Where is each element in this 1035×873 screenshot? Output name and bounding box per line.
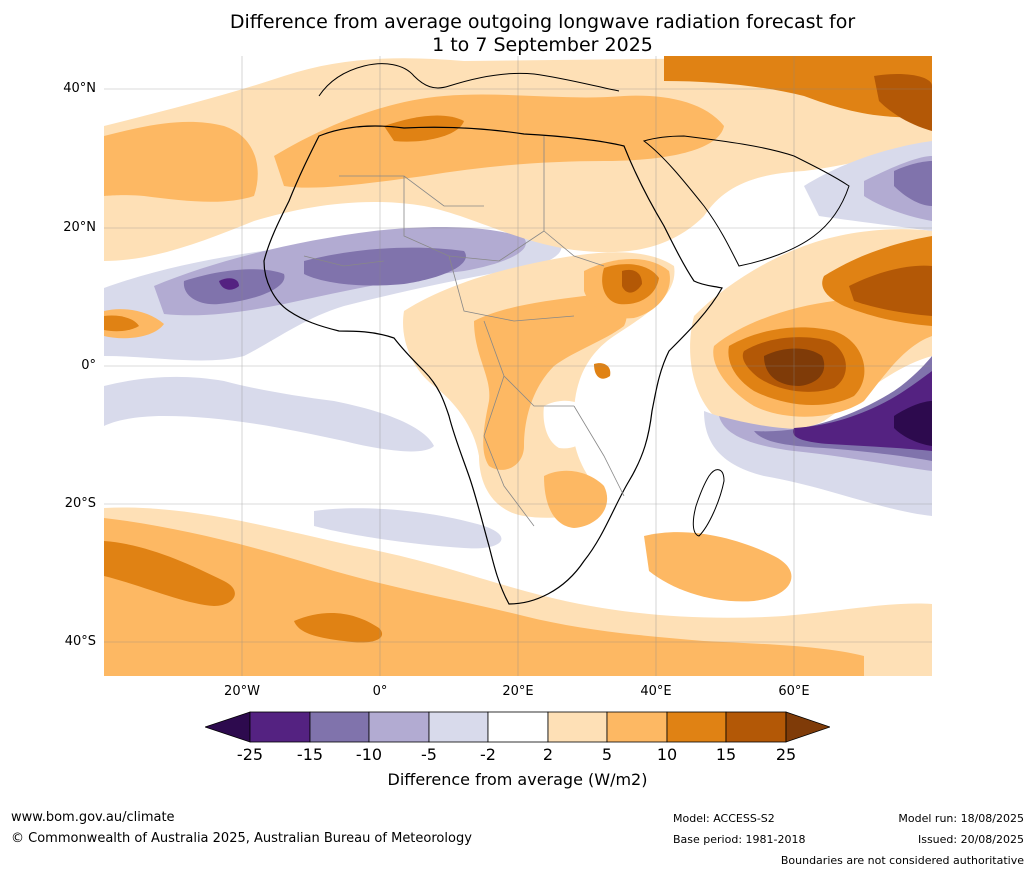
anomaly-area-sahel-negative-strong-2: [304, 247, 466, 286]
lon-label-0: 0°: [372, 684, 388, 699]
lat-label-20s: 20°S: [64, 496, 96, 511]
anomaly-area-south-positive-medium: [104, 518, 864, 676]
colorbar-bin-neg15-neg10: [309, 711, 370, 743]
colorbar-extend-high: [785, 711, 830, 743]
footer-model-run: Model run: 18/08/2025: [898, 812, 1024, 825]
map-title-line-1: Difference from average outgoing longwav…: [229, 11, 856, 33]
anomaly-area-caucasus-positive-strongest: [874, 74, 932, 131]
footer-copyright: © Commonwealth of Australia 2025, Austra…: [11, 831, 472, 846]
anomaly-area-sahel-negative-core: [219, 278, 239, 290]
anomaly-area-southern-africa-white: [543, 400, 595, 449]
footer-base-period: Base period: 1981-2018: [673, 833, 806, 846]
anomaly-area-mideast-positive-strong: [664, 56, 932, 118]
colorbar-bin-2-5: [547, 711, 608, 743]
footer-url[interactable]: www.bom.gov.au/climate: [11, 810, 175, 825]
lat-label-20n: 20°N: [63, 220, 96, 235]
arabia-coastline: [642, 135, 850, 267]
colorbar-extend-low: [205, 711, 251, 743]
colorbar-tick: -15: [296, 745, 324, 764]
lon-label-20e: 20°E: [502, 684, 534, 699]
lon-label-20w: 20°W: [224, 684, 260, 699]
lat-label-40n: 40°N: [63, 81, 96, 96]
colorbar-bin-neg25-neg15: [249, 711, 311, 743]
anomaly-area-north-positive-medium: [104, 121, 258, 202]
colorbar-bin-neg5-neg2: [428, 711, 489, 743]
anomaly-area-sahara-positive: [274, 94, 724, 188]
anomaly-area-south-positive-strong-2: [294, 612, 383, 643]
footer-issued: Issued: 20/08/2025: [917, 833, 1024, 846]
colorbar-tick: 5: [601, 745, 613, 764]
colorbar: [205, 711, 830, 743]
colorbar-tick: 25: [775, 745, 797, 764]
lat-label-equator: 0°: [81, 358, 96, 373]
anomaly-area-gulf-negative-light: [104, 376, 434, 452]
lat-label-40s: 40°S: [64, 634, 96, 649]
colorbar-bin-5-10: [606, 711, 668, 743]
country-borders: [303, 136, 625, 527]
olr-anomaly-map: [104, 56, 932, 676]
madagascar-coastline: [692, 469, 725, 537]
map-title-line-2: 1 to 7 September 2025: [432, 34, 653, 56]
colorbar-bin-neg2-2: [487, 711, 549, 743]
colorbar-tick: -5: [421, 745, 437, 764]
footer-disclaimer: Boundaries are not considered authoritat…: [780, 854, 1024, 867]
colorbar-label: Difference from average (W/m2): [387, 770, 648, 789]
colorbar-bin-neg10-neg5: [368, 711, 430, 743]
anomaly-area-sahara-positive-strong: [384, 115, 464, 142]
anomaly-area-south-indian-negative-max: [894, 401, 932, 446]
anomaly-area-south-positive-strong-1: [104, 541, 235, 606]
lon-label-40e: 40°E: [640, 684, 672, 699]
anomaly-area-india-positive-strongest: [849, 265, 932, 316]
anomaly-area-east-south-positive: [644, 532, 792, 602]
anomaly-area-lake-victoria-positive: [594, 363, 611, 379]
anomaly-area-arabia-negative-strong: [894, 161, 932, 206]
lon-label-60e: 60°E: [778, 684, 810, 699]
colorbar-tick: -25: [236, 745, 264, 764]
map-canvas: [104, 56, 932, 676]
anomaly-area-south-negative-light: [314, 508, 502, 549]
colorbar-tick: 10: [656, 745, 678, 764]
anomaly-area-ethiopia-positive-strongest: [622, 269, 642, 293]
colorbar-tick: 2: [542, 745, 554, 764]
footer-model: Model: ACCESS-S2: [673, 812, 775, 825]
colorbar-bin-10-15: [666, 711, 727, 743]
anomaly-area-south-indian-negative-core: [793, 371, 932, 451]
colorbar-tick: 15: [715, 745, 737, 764]
europe-coastline: [318, 63, 620, 97]
anomaly-area-central-africa-positive-medium: [474, 295, 627, 470]
anomaly-area-atlantic-positive-strong: [104, 315, 139, 332]
colorbar-tick: -2: [480, 745, 496, 764]
colorbar-tick: -10: [355, 745, 383, 764]
anomaly-area-southern-africa-positive: [544, 470, 608, 528]
africa-coastline: [263, 125, 723, 605]
colorbar-bin-15-25: [725, 711, 787, 743]
